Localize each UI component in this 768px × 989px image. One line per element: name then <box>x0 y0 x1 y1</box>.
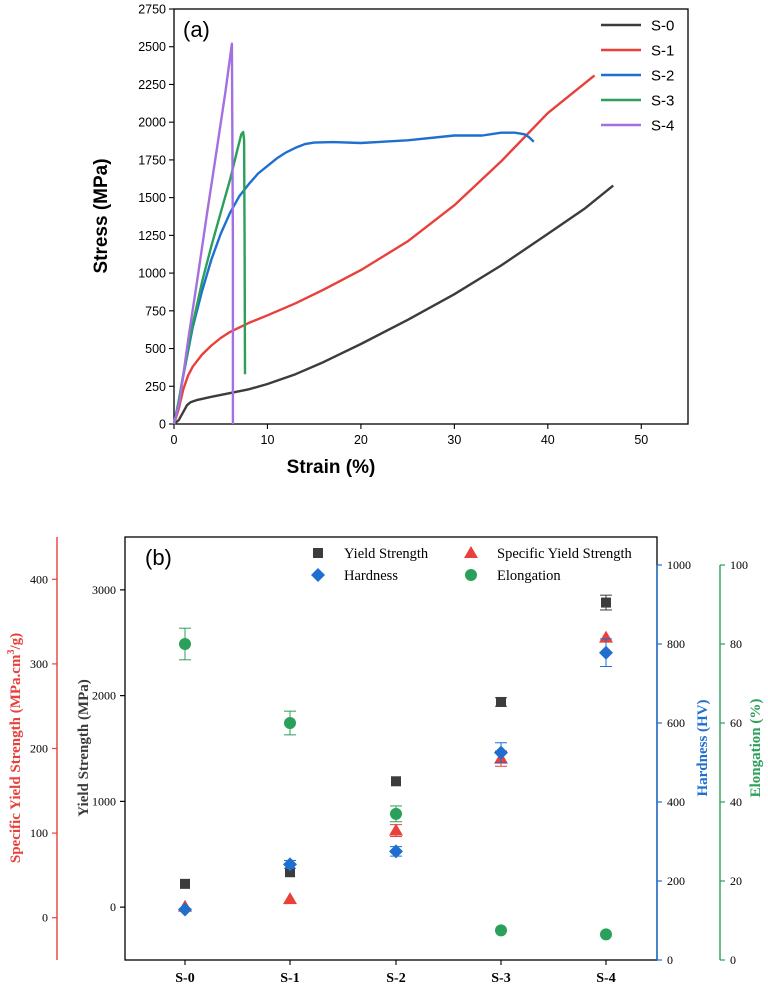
category-label-s-0: S-0 <box>175 971 194 986</box>
specific-tick-label: 100 <box>30 826 48 840</box>
elongation-tick-label: 20 <box>730 874 742 888</box>
point-yield-strength-s-0 <box>180 878 190 889</box>
category-label-s-1: S-1 <box>280 971 299 986</box>
yield-tick-label: 0 <box>110 900 116 914</box>
series-line-s-3 <box>172 130 247 425</box>
legend-label-s-0: S-0 <box>651 18 674 35</box>
hardness-tick-label: 200 <box>667 874 685 888</box>
a-ytick-label: 1500 <box>138 191 166 205</box>
series-line-s-4 <box>172 42 235 425</box>
a-xtick-label: 50 <box>634 433 648 447</box>
category-label-s-2: S-2 <box>386 971 405 986</box>
a-ytick-label: 1250 <box>138 229 166 243</box>
a-ytick-label: 1000 <box>138 267 166 281</box>
a-xtick-label: 40 <box>541 433 555 447</box>
category-label-s-3: S-3 <box>491 971 510 986</box>
point-yield-strength-s-1 <box>285 867 295 878</box>
specific-tick-label: 300 <box>30 657 48 671</box>
legend-marker-hardness <box>311 568 325 582</box>
a-ytick-label: 2000 <box>138 116 166 130</box>
category-label-s-4: S-4 <box>596 971 615 986</box>
a-ytick-label: 0 <box>159 418 166 432</box>
legend-label-s-1: S-1 <box>651 43 674 60</box>
legend-marker-yield-strength <box>313 548 323 558</box>
hardness-axis-title: Hardness (HV) <box>695 699 711 796</box>
a-ytick-label: 750 <box>145 304 166 318</box>
hardness-tick-label: 400 <box>667 795 685 809</box>
a-ytick-label: 1750 <box>138 153 166 167</box>
a-ytick-label: 2750 <box>138 3 166 17</box>
yield-axis-title: Yield Strength (MPa) <box>76 679 92 816</box>
panel-a-label: (a) <box>183 17 210 42</box>
yield-tick-label: 3000 <box>92 583 116 597</box>
point-specific-yield-strength-s-4 <box>599 630 613 643</box>
panel-a-legend: S-0 S-1 S-2 S-3 S-4 <box>601 18 674 135</box>
a-xtick-label: 20 <box>354 433 368 447</box>
series-line-s-0 <box>173 184 614 425</box>
point-yield-strength-s-3 <box>496 696 506 707</box>
a-xtick-label: 10 <box>261 433 275 447</box>
elongation-tick-label: 100 <box>730 558 748 572</box>
point-hardness-s-2 <box>389 844 403 859</box>
panel-b-properties: 0100200300400010002000300002004006008001… <box>6 536 764 986</box>
legend-label-specific-yield-strength: Specific Yield Strength <box>497 546 633 562</box>
hardness-tick-label: 800 <box>667 637 685 651</box>
point-elongation-s-1 <box>284 717 296 729</box>
legend-label-yield-strength: Yield Strength <box>344 546 429 562</box>
legend-label-hardness: Hardness <box>344 568 398 584</box>
specific-tick-label: 200 <box>30 742 48 756</box>
point-hardness-s-3 <box>494 745 508 760</box>
hardness-tick-label: 0 <box>667 953 673 967</box>
specific-tick-label: 400 <box>30 572 48 586</box>
legend-marker-elongation <box>465 569 477 581</box>
point-elongation-s-3 <box>495 924 507 937</box>
elongation-axis-title: Elongation (%) <box>748 699 764 798</box>
panel-a-stress-strain: 0250500750100012501500175020002250250027… <box>91 3 689 478</box>
a-ytick-label: 2500 <box>138 40 166 54</box>
legend-label-s-3: S-3 <box>651 93 674 110</box>
elongation-tick-label: 0 <box>730 953 736 967</box>
legend-label-elongation: Elongation <box>497 568 561 584</box>
panel-b-frame <box>124 536 658 961</box>
specific-tick-label: 0 <box>42 911 48 925</box>
a-ytick-label: 250 <box>145 380 166 394</box>
hardness-tick-label: 1000 <box>667 558 691 572</box>
panel-b-legend: Yield Strength Specific Yield Strength Har… <box>311 546 633 584</box>
legend-label-s-4: S-4 <box>651 118 674 135</box>
panel-a-xlabel: Strain (%) <box>287 457 376 478</box>
point-elongation-s-2 <box>390 807 402 820</box>
panel-b-label: (b) <box>145 545 172 570</box>
point-specific-yield-strength-s-1 <box>283 892 297 905</box>
point-specific-yield-strength-s-2 <box>389 823 403 836</box>
panel-a-frame <box>173 8 689 425</box>
yield-tick-label: 1000 <box>92 794 116 808</box>
legend-label-s-2: S-2 <box>651 68 674 85</box>
hardness-tick-label: 600 <box>667 716 685 730</box>
yield-tick-label: 2000 <box>92 689 116 703</box>
point-yield-strength-s-2 <box>391 776 401 787</box>
a-ytick-label: 2250 <box>138 78 166 92</box>
point-elongation-s-0 <box>179 638 191 650</box>
legend-marker-specific-yield-strength <box>464 546 478 558</box>
elongation-tick-label: 40 <box>730 795 742 809</box>
specific-yield-axis-title: Specific Yield Strength (MPa.cm3/g) <box>6 633 24 863</box>
point-elongation-s-4 <box>600 928 612 941</box>
series-line-s-2 <box>172 131 535 425</box>
a-ytick-label: 500 <box>145 342 166 356</box>
a-xtick-label: 0 <box>171 433 178 447</box>
a-xtick-label: 30 <box>447 433 461 447</box>
elongation-tick-label: 60 <box>730 716 742 730</box>
elongation-tick-label: 80 <box>730 637 742 651</box>
point-hardness-s-4 <box>599 645 613 660</box>
point-hardness-s-1 <box>283 857 297 872</box>
series-line-s-1 <box>172 74 596 425</box>
panel-a-ylabel: Stress (MPa) <box>91 158 112 273</box>
point-hardness-s-0 <box>178 902 192 917</box>
point-yield-strength-s-4 <box>601 597 611 608</box>
